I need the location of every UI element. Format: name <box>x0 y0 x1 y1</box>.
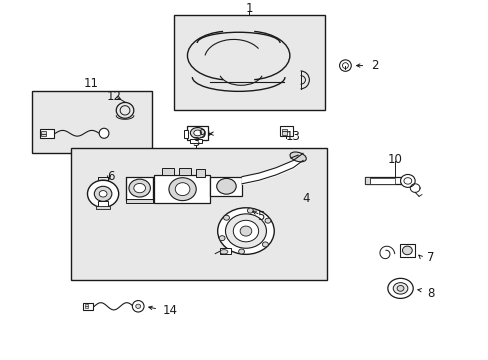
Text: 2: 2 <box>370 59 378 72</box>
Ellipse shape <box>233 220 258 242</box>
Ellipse shape <box>264 218 270 223</box>
Ellipse shape <box>99 128 109 138</box>
Ellipse shape <box>402 246 411 255</box>
Ellipse shape <box>247 208 253 213</box>
Text: 3: 3 <box>192 136 199 149</box>
Bar <box>173 15 325 111</box>
Bar <box>41 131 46 134</box>
Ellipse shape <box>216 179 236 194</box>
Bar <box>161 168 173 175</box>
Bar <box>82 303 93 310</box>
Bar <box>279 126 293 136</box>
Ellipse shape <box>87 180 119 207</box>
Ellipse shape <box>175 183 189 195</box>
Bar <box>220 248 230 255</box>
Text: 12: 12 <box>106 90 121 103</box>
Bar <box>195 170 205 177</box>
Ellipse shape <box>168 178 196 201</box>
Bar <box>369 178 394 184</box>
Bar <box>282 129 286 131</box>
Ellipse shape <box>240 226 251 236</box>
Ellipse shape <box>223 215 229 220</box>
Bar <box>96 206 110 209</box>
Bar <box>71 148 327 280</box>
Bar <box>154 175 210 203</box>
Text: 1: 1 <box>245 3 253 15</box>
Text: 5: 5 <box>256 210 264 223</box>
Bar <box>84 306 88 309</box>
Text: 7: 7 <box>427 251 434 264</box>
Bar <box>210 177 242 196</box>
Ellipse shape <box>219 236 224 241</box>
Bar <box>187 126 207 140</box>
Text: 4: 4 <box>302 192 309 205</box>
Bar <box>365 177 400 184</box>
Bar <box>365 177 369 184</box>
Text: 8: 8 <box>427 287 434 300</box>
Bar <box>41 134 46 136</box>
Ellipse shape <box>134 184 145 193</box>
Bar <box>84 304 88 306</box>
Ellipse shape <box>94 186 112 201</box>
Ellipse shape <box>136 304 141 309</box>
Ellipse shape <box>289 152 305 162</box>
Bar <box>40 129 54 138</box>
Ellipse shape <box>387 278 412 298</box>
Bar <box>126 177 153 200</box>
Text: 6: 6 <box>106 170 114 183</box>
Ellipse shape <box>238 249 244 254</box>
Ellipse shape <box>392 283 407 294</box>
Ellipse shape <box>225 214 266 248</box>
Ellipse shape <box>99 190 107 197</box>
Ellipse shape <box>193 130 201 136</box>
Bar <box>183 130 188 138</box>
Bar <box>282 131 286 135</box>
Ellipse shape <box>339 60 350 71</box>
Bar <box>178 168 190 175</box>
Bar <box>189 139 202 143</box>
Ellipse shape <box>129 179 150 197</box>
Ellipse shape <box>262 242 268 247</box>
Ellipse shape <box>190 127 204 138</box>
Text: 13: 13 <box>285 130 300 143</box>
Bar <box>32 91 152 153</box>
Bar <box>399 244 414 257</box>
Bar <box>126 199 153 203</box>
Ellipse shape <box>217 208 274 255</box>
Text: 9: 9 <box>198 128 205 141</box>
Text: 14: 14 <box>163 305 178 318</box>
Ellipse shape <box>220 250 227 254</box>
Text: 10: 10 <box>386 153 401 166</box>
Bar <box>98 201 108 207</box>
Ellipse shape <box>132 301 144 312</box>
Ellipse shape <box>400 175 414 187</box>
Text: 11: 11 <box>83 77 98 90</box>
Ellipse shape <box>396 285 403 291</box>
